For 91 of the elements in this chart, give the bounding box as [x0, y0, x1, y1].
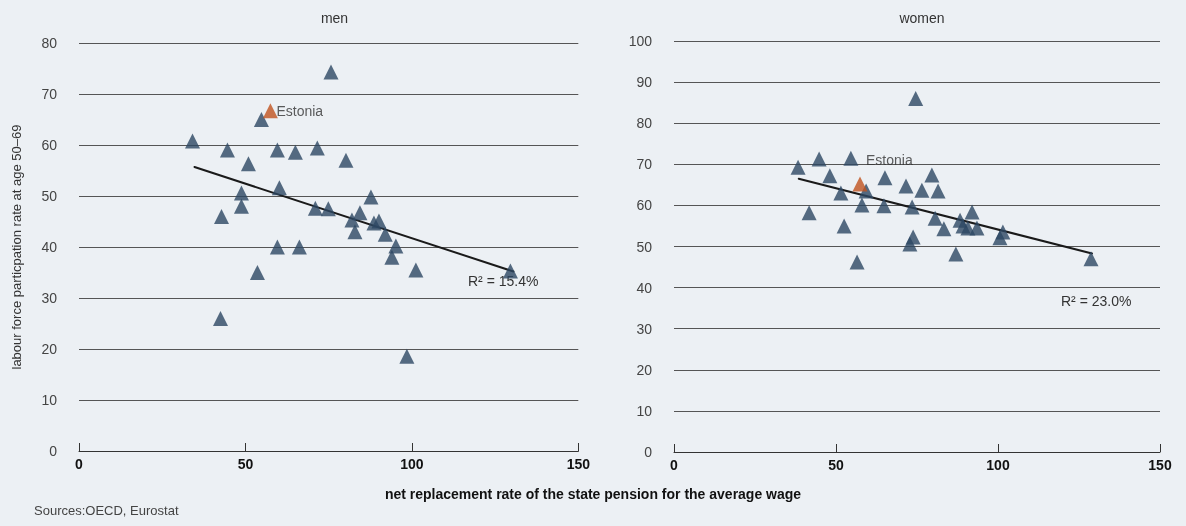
- x-tick-label: 150: [1148, 457, 1172, 473]
- y-axis-title: labour force particpation rate at age 50–69: [9, 124, 24, 370]
- point: [287, 144, 303, 160]
- y-tick-label: 50: [636, 238, 653, 255]
- point: [233, 198, 249, 214]
- point: [849, 254, 865, 270]
- y-tick-label: 60: [41, 137, 58, 153]
- x-tick-label: 0: [75, 456, 84, 472]
- point: [347, 224, 363, 240]
- point: [338, 152, 354, 168]
- point: [271, 180, 287, 196]
- point: [924, 167, 940, 183]
- y-tick-label: 70: [636, 156, 653, 173]
- y-tick-label: 20: [41, 341, 58, 357]
- point: [904, 199, 920, 215]
- y-tick-label: 20: [636, 361, 653, 378]
- point: [291, 239, 307, 255]
- point: [927, 210, 943, 226]
- y-tick-label: 0: [644, 444, 653, 460]
- point: [399, 348, 415, 364]
- point: [801, 205, 817, 221]
- point: [233, 185, 249, 201]
- x-tick-label: 150: [566, 456, 591, 472]
- point: [213, 208, 229, 224]
- source-note: Sources:OECD, Eurostat: [34, 503, 179, 518]
- point: [240, 156, 256, 172]
- point: [269, 142, 285, 158]
- y-tick-label: 0: [49, 443, 58, 459]
- point: [377, 226, 393, 242]
- point: [219, 142, 235, 158]
- point: [320, 201, 336, 217]
- point: [309, 140, 325, 156]
- y-tick-label: 80: [636, 115, 653, 132]
- point: [253, 112, 269, 127]
- point: [408, 262, 424, 278]
- point: [843, 150, 859, 166]
- chart-title: men: [320, 10, 349, 26]
- point: [790, 159, 806, 175]
- point: [930, 183, 946, 199]
- annotation: Estonia: [276, 102, 324, 119]
- x-tick-label: 100: [400, 456, 424, 472]
- annotation: R² = 23.0%: [1061, 293, 1132, 309]
- point: [249, 265, 265, 280]
- point: [836, 218, 852, 234]
- point: [948, 246, 964, 262]
- y-tick-label: 30: [636, 320, 653, 337]
- chart-title: women: [898, 10, 945, 26]
- y-tick-label: 10: [636, 402, 653, 419]
- point: [852, 176, 868, 192]
- point: [876, 198, 892, 214]
- y-tick-label: 10: [41, 392, 58, 408]
- point: [854, 197, 870, 213]
- y-tick-label: 100: [628, 33, 653, 49]
- point: [833, 185, 849, 201]
- point: [212, 310, 228, 326]
- annotation: Estonia: [865, 152, 913, 169]
- point: [964, 204, 980, 220]
- point: [371, 213, 387, 229]
- annotation: R² = 15.4%: [468, 273, 539, 289]
- point: [262, 103, 278, 119]
- x-tick-label: 50: [828, 457, 844, 473]
- y-tick-label: 40: [41, 239, 58, 255]
- x-axis-title: net replacement rate of the state pension for the average wage: [383, 486, 803, 502]
- point: [1083, 251, 1099, 267]
- point: [877, 170, 893, 186]
- point: [995, 224, 1011, 240]
- y-tick-label: 70: [41, 86, 58, 102]
- point: [307, 200, 323, 216]
- point: [388, 238, 404, 254]
- point: [363, 189, 379, 205]
- point: [269, 239, 285, 255]
- point: [822, 168, 838, 184]
- point: [352, 205, 368, 221]
- y-tick-label: 40: [636, 279, 653, 296]
- point: [811, 151, 827, 167]
- point: [936, 221, 952, 237]
- y-tick-label: 50: [41, 188, 58, 204]
- point: [908, 91, 924, 107]
- point: [898, 178, 914, 194]
- point: [323, 64, 339, 80]
- y-tick-label: 80: [41, 35, 58, 51]
- x-tick-label: 100: [986, 457, 1010, 473]
- point: [969, 220, 985, 236]
- x-tick-label: 50: [237, 456, 254, 472]
- x-tick-label: 0: [670, 457, 679, 473]
- y-tick-label: 90: [636, 74, 653, 91]
- point: [905, 229, 921, 245]
- point: [185, 133, 201, 149]
- y-tick-label: 60: [636, 197, 653, 214]
- point: [914, 182, 930, 198]
- y-tick-label: 30: [41, 290, 58, 306]
